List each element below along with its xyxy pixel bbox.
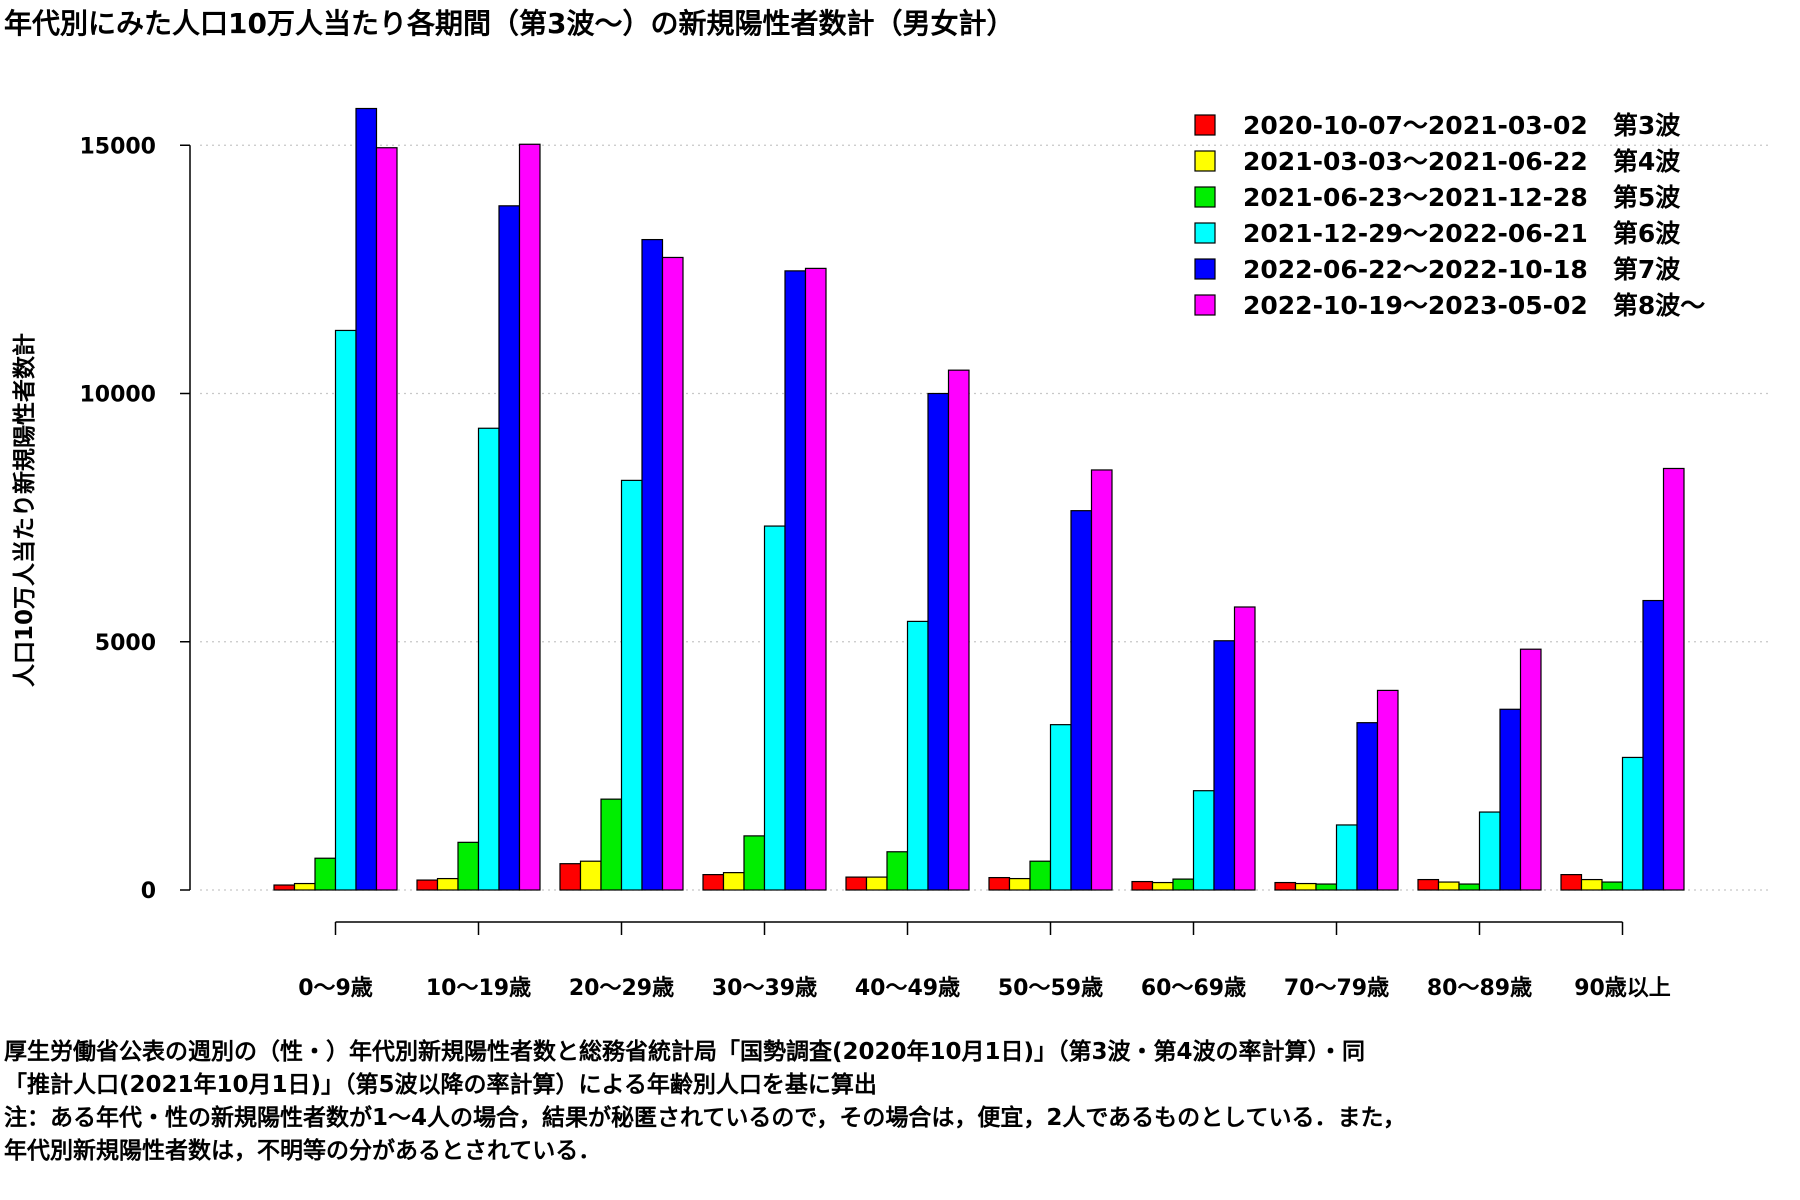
bar [722,872,745,891]
bar [1519,648,1542,891]
bar [416,879,439,891]
bar [804,267,827,891]
bar [1356,722,1379,891]
bar [1090,469,1113,891]
bar [334,329,357,891]
bar [1213,640,1236,891]
bar [906,620,929,891]
bar [293,882,316,891]
x-tick-label: 0～9歳 [298,976,373,1001]
x-tick-label: 10～19歳 [426,976,531,1001]
chart-title: 年代別にみた人口10万人当たり各期間（第3波～）の新規陽性者数計（男女計） [4,7,1014,40]
bar [1499,708,1522,891]
bar [498,205,521,891]
y-tick-label: 10000 [79,383,156,408]
bar [620,479,643,891]
legend-swatch [1194,186,1216,208]
bar [1580,878,1603,891]
x-tick-label: 40～49歳 [855,976,960,1001]
bar [927,392,950,891]
bars [273,107,1685,891]
bar [1008,877,1031,891]
bar [1131,880,1154,891]
bar [579,860,602,891]
legend-entry: 2022-10-19～2023-05-02 第8波～ [1243,291,1705,320]
bar [1029,860,1052,891]
source-note-line-2: 「推計人口(2021年10月1日)」（第5波以降の率計算）による年齢別人口を基に… [4,1072,877,1098]
bar [641,238,664,891]
bar [784,270,807,891]
y-tick-label: 15000 [79,134,156,159]
y-axis-label: 人口10万人当たり新規陽性者数計 [11,333,38,687]
bar [518,143,541,891]
bar [865,876,888,891]
bar [1233,606,1256,891]
bar [314,857,337,891]
bar [1376,689,1399,891]
bar [1662,467,1685,891]
bar [1458,883,1481,891]
y-tick-label: 5000 [95,631,156,656]
bar [436,877,459,891]
axes: 0 5000 10000 15000 0～9歳 10～19歳 20～29歳 30～39歳 40～… [79,134,1670,1001]
caveat-note-line-1: 注：ある年代・性の新規陽性者数が1～4人の場合，結果が秘匿されているので，その場… [4,1105,1407,1131]
x-tick-label: 50～59歳 [998,976,1103,1001]
bar [661,256,684,891]
bar [1274,881,1297,891]
bar [1478,811,1501,891]
source-note-line-1: 厚生労働省公表の週別の（性・）年代別新規陽性者数と総務省統計局「国勢調査(202… [4,1039,1366,1065]
bar-chart: 年代別にみた人口10万人当たり各期間（第3波～）の新規陽性者数計（男女計） 人口… [4,7,1768,1001]
bar [1621,756,1644,891]
legend-entry: 2021-03-03～2021-06-22 第4波 [1243,147,1681,176]
bar [273,884,296,891]
bar [1601,881,1624,891]
bar [1294,882,1317,891]
bar [1049,724,1072,891]
x-tick-label: 80～89歳 [1427,976,1532,1001]
bar [1172,878,1195,891]
bar [1642,599,1665,891]
legend-swatch [1194,258,1216,280]
bar [477,427,500,891]
bar [1315,883,1338,891]
legend-swatch [1194,150,1216,172]
bar [1437,881,1460,891]
caveat-note-line-2: 年代別新規陽性者数は，不明等の分があるとされている． [4,1138,602,1164]
legend: 2020-10-07～2021-03-02 第3波 2021-03-03～2021… [1194,111,1705,320]
x-tick-label: 60～69歳 [1141,976,1246,1001]
bar [1070,510,1093,891]
y-tick-label: 0 [141,879,156,904]
x-tick-label: 90歳以上 [1574,976,1671,1001]
bar [355,107,378,891]
bar [743,835,766,891]
bar [1151,881,1174,891]
x-tick-label: 70～79歳 [1284,976,1389,1001]
bar [763,525,786,891]
x-tick-label: 20～29歳 [569,976,674,1001]
legend-entry: 2021-06-23～2021-12-28 第5波 [1243,183,1681,212]
x-tick-label: 30～39歳 [712,976,817,1001]
bar [947,369,970,891]
bar [845,876,868,891]
bar [375,147,398,891]
legend-entry: 2022-06-22～2022-10-18 第7波 [1243,255,1681,284]
bar [1192,790,1215,891]
bar [702,874,725,891]
bar [1335,824,1358,891]
legend-swatch [1194,294,1216,316]
legend-swatch [1194,114,1216,136]
bar [1417,878,1440,891]
bar [1560,874,1583,891]
legend-swatch [1194,222,1216,244]
bar [457,841,480,891]
bar [988,876,1011,891]
bar [559,863,582,891]
legend-entry: 2020-10-07～2021-03-02 第3波 [1243,111,1681,140]
legend-entry: 2021-12-29～2022-06-21 第6波 [1243,219,1681,248]
bar [886,851,909,891]
bar [600,798,623,891]
